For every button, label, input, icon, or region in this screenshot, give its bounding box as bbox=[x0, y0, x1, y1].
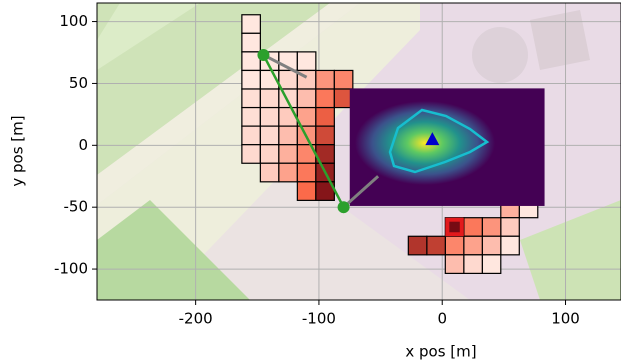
cell bbox=[316, 89, 334, 108]
cell bbox=[242, 108, 260, 127]
cell bbox=[482, 218, 500, 237]
cell bbox=[445, 255, 463, 274]
cell bbox=[464, 218, 482, 237]
x-tick-label: 0 bbox=[437, 310, 447, 328]
cell bbox=[297, 163, 315, 182]
cell bbox=[297, 182, 315, 201]
path-point bbox=[338, 201, 350, 213]
cell bbox=[279, 163, 297, 182]
inset bbox=[350, 88, 545, 206]
cell bbox=[501, 236, 519, 255]
cell bbox=[242, 15, 260, 34]
cell bbox=[242, 126, 260, 145]
cell bbox=[297, 52, 315, 71]
chart: x pos [m] y pos [m] -200 -100 0 100 -100 -50 0… bbox=[0, 0, 621, 363]
cell bbox=[279, 126, 297, 145]
y-tick-label: 100 bbox=[59, 12, 88, 30]
cell bbox=[279, 108, 297, 127]
x-tick-label: -100 bbox=[302, 310, 336, 328]
inset-density bbox=[355, 101, 495, 185]
path-point bbox=[257, 49, 269, 61]
cell bbox=[464, 255, 482, 274]
cell bbox=[242, 70, 260, 89]
cell bbox=[260, 126, 278, 145]
cell bbox=[279, 145, 297, 164]
y-axis-title: y pos [m] bbox=[9, 115, 27, 186]
y-tick-label: -100 bbox=[54, 260, 88, 278]
y-tick-label: -50 bbox=[64, 198, 89, 216]
x-tick-label: 100 bbox=[551, 310, 580, 328]
cell bbox=[242, 89, 260, 108]
cell bbox=[316, 126, 334, 145]
y-tick-label: 50 bbox=[69, 74, 88, 92]
x-tick-label: -200 bbox=[179, 310, 213, 328]
cell bbox=[445, 236, 463, 255]
x-axis-title: x pos [m] bbox=[405, 343, 476, 361]
cell bbox=[501, 218, 519, 237]
cell bbox=[260, 108, 278, 127]
cell bbox=[242, 145, 260, 164]
cell bbox=[279, 70, 297, 89]
cell bbox=[316, 108, 334, 127]
cell bbox=[297, 89, 315, 108]
cell bbox=[408, 236, 426, 255]
cell bbox=[482, 236, 500, 255]
cell bbox=[260, 145, 278, 164]
cell bbox=[242, 33, 260, 52]
cell bbox=[464, 236, 482, 255]
y-tick-label: 0 bbox=[78, 136, 88, 154]
cell bbox=[316, 70, 334, 89]
cell bbox=[260, 163, 278, 182]
page: {"chart_data": {"type": "cell-map", "x_l… bbox=[0, 0, 621, 363]
cell bbox=[260, 89, 278, 108]
cell bbox=[427, 236, 445, 255]
cell bbox=[482, 255, 500, 274]
cell bbox=[334, 70, 352, 89]
